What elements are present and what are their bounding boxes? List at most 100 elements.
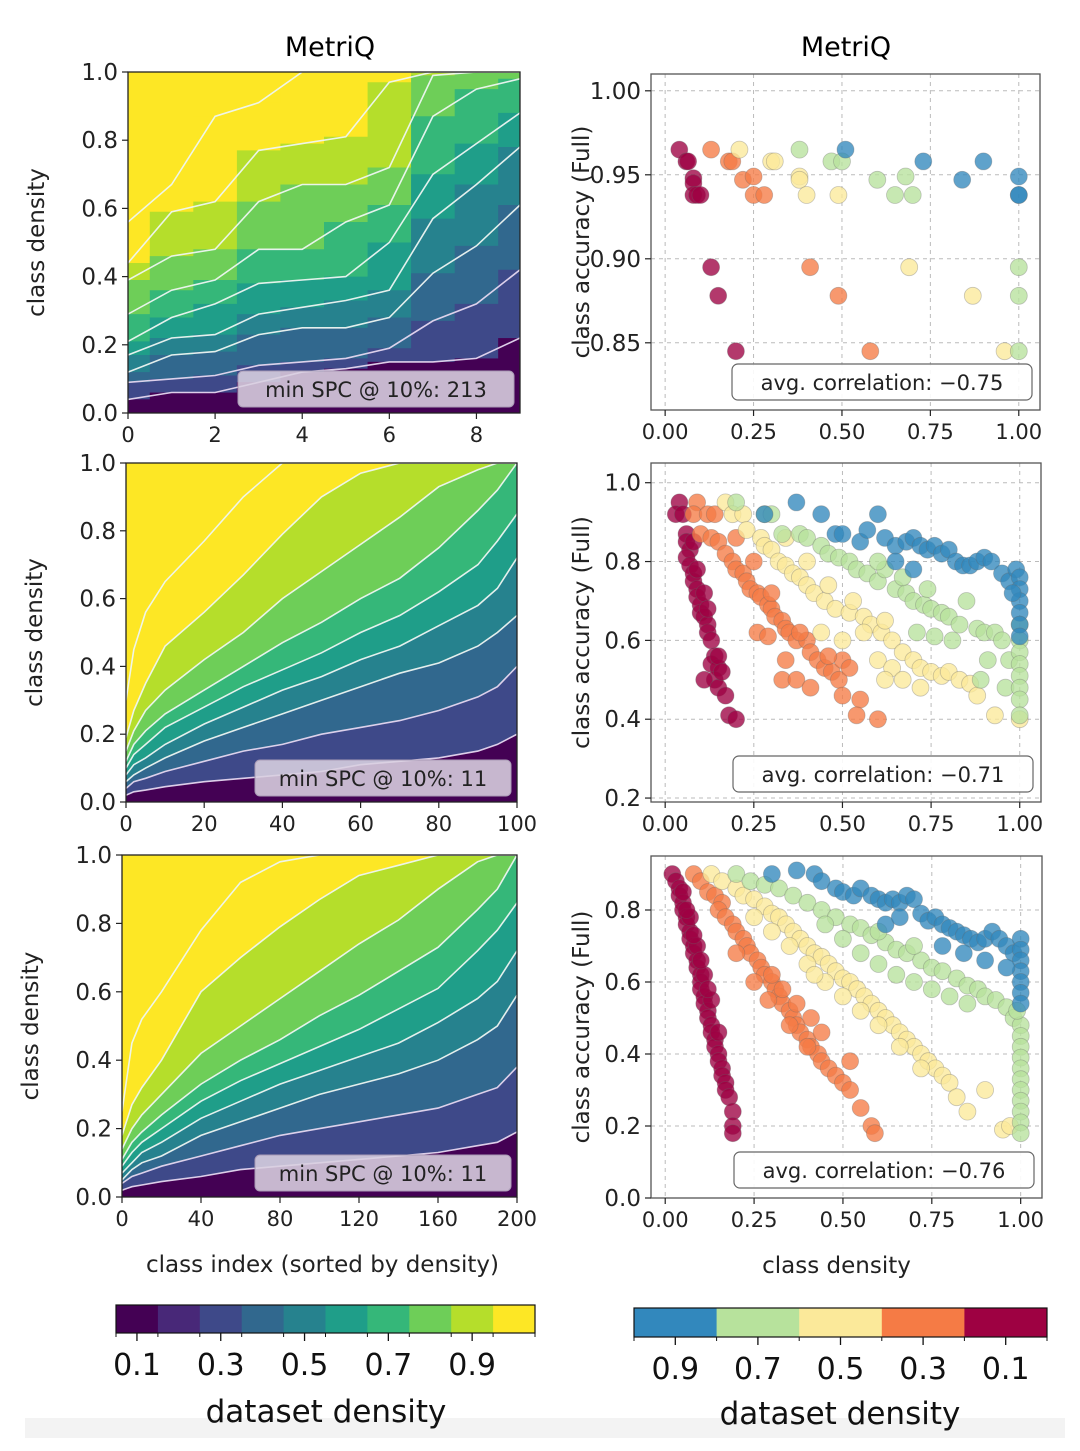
contour-line (122, 855, 517, 1136)
x-tick-label: 0 (115, 1207, 128, 1231)
contour-line (128, 337, 520, 401)
contour-line (128, 204, 520, 373)
colorbar-swatch (409, 1305, 452, 1333)
x-tick-label: 20 (191, 812, 218, 836)
series-0.7 (727, 865, 1030, 1143)
x-tick-label: 100 (497, 812, 537, 836)
spc-annotation: min SPC @ 10%: 11 (254, 759, 512, 797)
scatter-point (691, 186, 710, 204)
scatter-point (755, 186, 774, 204)
scatter-point (829, 286, 848, 305)
contour-line (122, 994, 517, 1181)
series-0.1 (666, 493, 745, 729)
y-tick-label: 0.4 (75, 1048, 112, 1074)
scatter-point (727, 342, 745, 361)
y-axis-label: class accuracy (Full) (569, 516, 595, 749)
y-tick-label: 0.0 (81, 401, 118, 427)
y-tick-label: 0.0 (79, 790, 116, 816)
scatter-point (833, 631, 852, 650)
series-0.7 (790, 140, 1028, 361)
scatter-point (869, 552, 887, 571)
scatter-point (745, 908, 763, 927)
x-tick-label: 200 (497, 1207, 537, 1231)
contour-line (122, 1066, 517, 1184)
area-plot (128, 72, 520, 413)
scatter-points (670, 140, 1028, 361)
scatter-point (968, 686, 987, 705)
scatter-point (727, 493, 745, 512)
scatter-point (854, 623, 873, 642)
contour-line (128, 269, 520, 384)
plot-frame (127, 71, 521, 414)
y-tick-label: 0.4 (79, 654, 116, 680)
scatter-point (886, 552, 905, 571)
x-tick-label: 0.75 (908, 812, 955, 836)
scatter-point (791, 623, 809, 642)
scatter-point (890, 1037, 909, 1056)
scatter-point (905, 973, 923, 991)
scatter-point (911, 678, 930, 697)
colorbar-tick-label: 0.1 (982, 1352, 1030, 1387)
scatter-point (716, 686, 735, 705)
scatter-point (1009, 186, 1028, 204)
y-tick-label: 0.8 (79, 519, 116, 545)
scatter-point (869, 651, 887, 669)
scatter-point (914, 152, 933, 171)
scatter-point (834, 929, 852, 948)
scatter-point (947, 1088, 966, 1107)
series-0.3 (702, 140, 880, 361)
scatter-point (698, 599, 717, 618)
scatter-point (886, 186, 904, 204)
x-tick-label: 6 (383, 423, 396, 447)
scatter-point (1009, 286, 1028, 305)
scatter-point (801, 678, 820, 697)
colorbar-tick-label: 0.5 (817, 1352, 865, 1387)
scatter-point (896, 167, 915, 186)
y-tick-label: 0.6 (604, 628, 641, 654)
y-tick-label: 0.4 (604, 1042, 641, 1068)
scatter-point (780, 1016, 799, 1035)
y-tick-label: 0.0 (604, 1186, 641, 1212)
x-tick-label: 0 (121, 423, 134, 447)
contour-line (126, 463, 517, 701)
scatter-point (812, 623, 831, 642)
series-0.9 (755, 493, 1029, 646)
scatter-point (869, 955, 888, 973)
scatter-point (950, 615, 969, 634)
scatter-point (759, 991, 778, 1009)
colorbar-swatch (241, 1305, 285, 1333)
accuracy-scatter-chart-row1: avg. correlation: −0.75 0.85 0.90 0.95 1.00 0… (569, 73, 1042, 444)
y-axis-label: class accuracy (Full) (569, 911, 595, 1144)
y-tick-label: 0.8 (604, 898, 641, 924)
y-tick-label: 0.4 (81, 265, 118, 291)
scatter-point (727, 710, 745, 729)
scatter-point (869, 1016, 888, 1035)
annotation-text: min SPC @ 10%: 11 (279, 1162, 487, 1186)
scatter-point (844, 592, 862, 610)
annotation-box (254, 759, 512, 797)
scatter-point (723, 1124, 742, 1143)
scatter-point (773, 525, 792, 543)
y-tick-label: 1.0 (75, 843, 112, 869)
series-0.1 (663, 865, 742, 1143)
scatter-point (903, 186, 922, 204)
scatter-point (940, 1073, 959, 1092)
x-tick-label: 40 (269, 812, 296, 836)
scatter-point (688, 560, 706, 579)
colorbar-tick-label: 0.3 (899, 1352, 947, 1387)
series-0.3 (684, 493, 887, 729)
scatter-point (905, 937, 923, 955)
scatter-point (798, 893, 817, 912)
scatter-point (933, 937, 952, 955)
scatter-point (819, 576, 838, 595)
colorbar-tick-label: 0.7 (734, 1352, 782, 1387)
scatter-point (958, 994, 977, 1013)
scatter-point (847, 706, 866, 725)
x-tick-label: 0.00 (642, 420, 689, 444)
scatter-point (819, 647, 838, 666)
scatter-point (876, 670, 894, 689)
scatter-point (876, 611, 894, 630)
scatter-point (695, 670, 714, 689)
scatter-point (798, 1037, 817, 1056)
scatter-point (730, 140, 749, 159)
